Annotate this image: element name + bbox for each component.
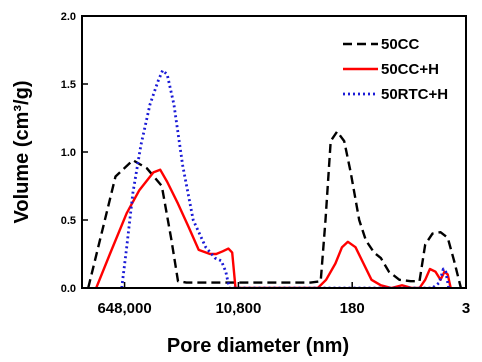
- x-tick-label: 180: [340, 300, 365, 317]
- x-axis: 648,000 10,800 180 3: [97, 282, 470, 317]
- x-tick-label: 3: [462, 300, 470, 317]
- y-tick-label: 2.0: [61, 11, 76, 23]
- y-axis-title: Volume (cm³/g): [11, 81, 33, 224]
- y-tick-label: 1.0: [61, 147, 76, 159]
- x-tick-label: 10,800: [215, 300, 261, 317]
- plot-area: [82, 16, 466, 288]
- legend-label: 50RTC+H: [381, 86, 448, 103]
- y-axis: 0.0 0.5 1.0 1.5 2.0: [61, 11, 88, 295]
- legend-label: 50CC+H: [381, 61, 439, 78]
- series-line-50cc-h: [95, 168, 452, 288]
- y-tick-label: 0.5: [61, 215, 76, 227]
- legend-label: 50CC: [381, 36, 420, 53]
- x-axis-title: Pore diameter (nm): [167, 335, 349, 357]
- y-tick-label: 0.0: [61, 283, 76, 295]
- y-tick-label: 1.5: [61, 79, 76, 91]
- legend: 50CC 50CC+H 50RTC+H: [343, 36, 448, 103]
- series-line-50cc: [87, 130, 463, 288]
- series-layer: [87, 69, 463, 288]
- x-tick-label: 648,000: [97, 300, 151, 317]
